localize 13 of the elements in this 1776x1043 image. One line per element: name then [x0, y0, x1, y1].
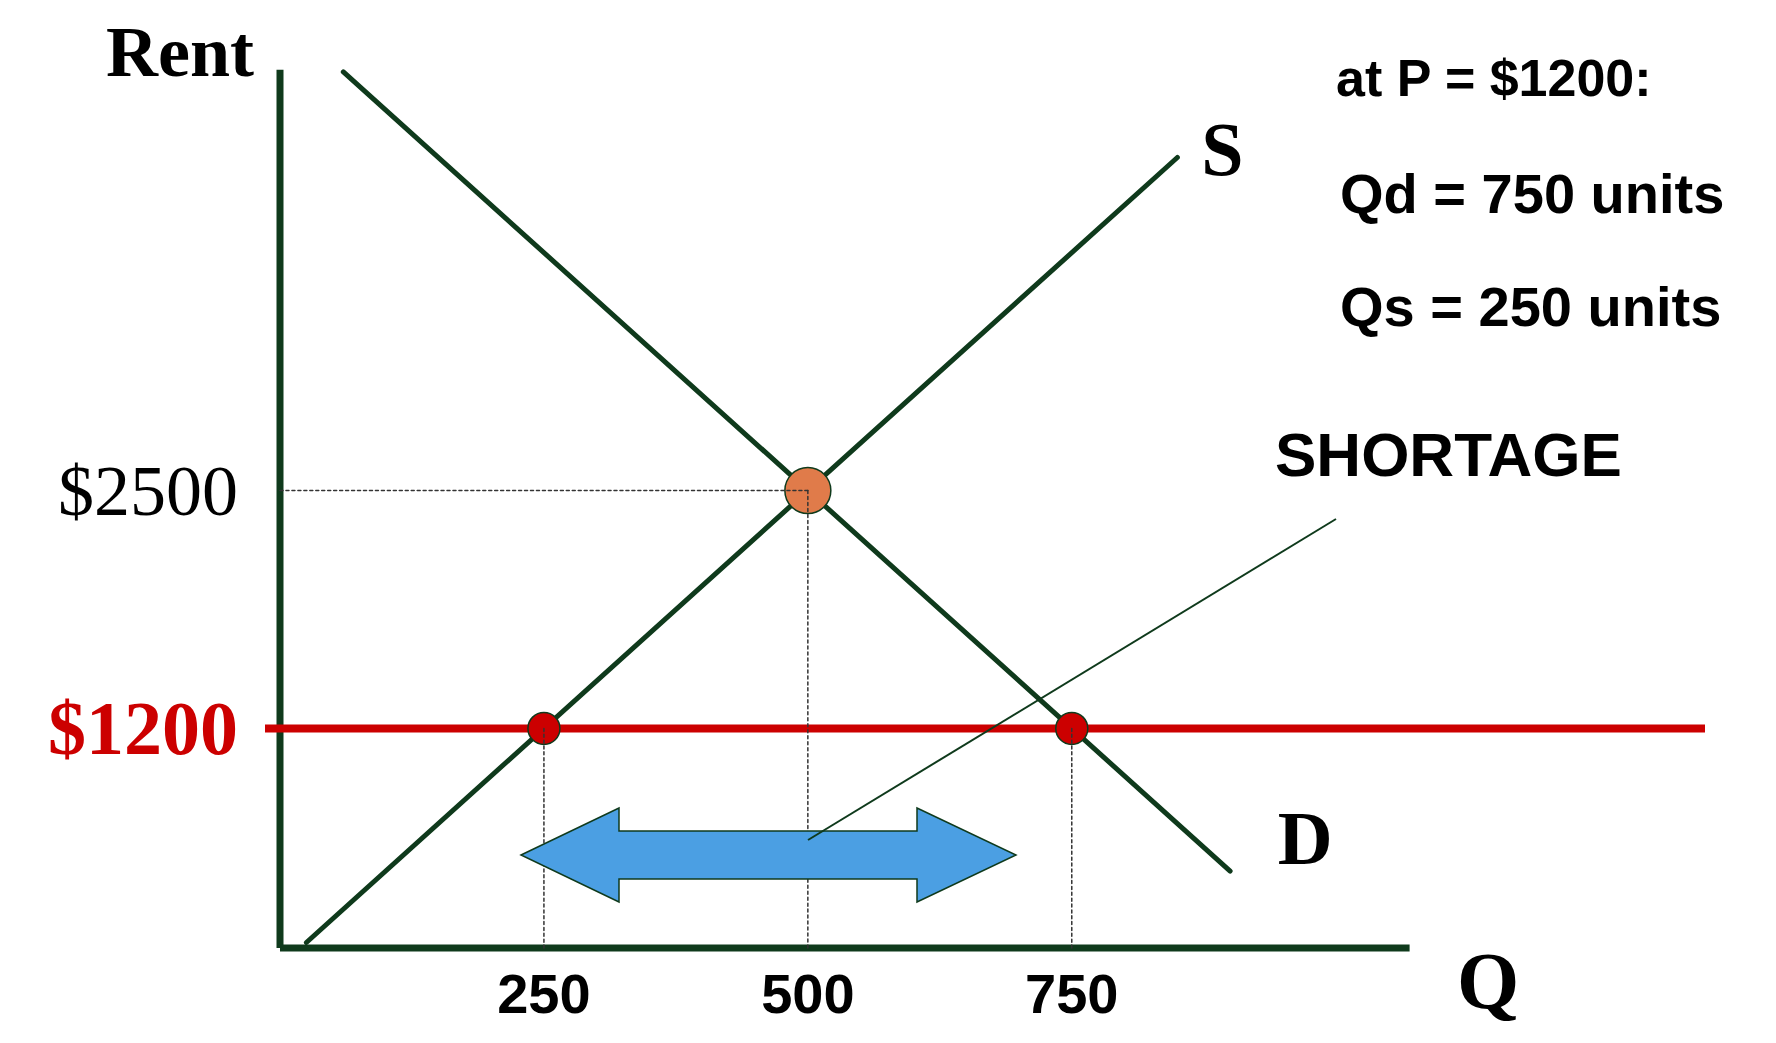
annotation: Qd = 750 units	[1340, 162, 1725, 225]
y-axis-title: Rent	[106, 12, 254, 92]
series-label: S	[1201, 106, 1244, 191]
x-tick-label: 500	[761, 962, 855, 1025]
annotation: Qs = 250 units	[1340, 275, 1722, 338]
y-tick-label: $2500	[58, 450, 238, 531]
x-tick-label: 250	[497, 962, 591, 1025]
series-label: D	[1277, 795, 1333, 880]
y-tick-label: $1200	[48, 686, 238, 771]
annotation: at P = $1200:	[1336, 49, 1652, 107]
x-axis-title: Q	[1456, 937, 1520, 1025]
x-tick-label: 750	[1025, 962, 1119, 1025]
annotation: SHORTAGE	[1275, 420, 1622, 489]
